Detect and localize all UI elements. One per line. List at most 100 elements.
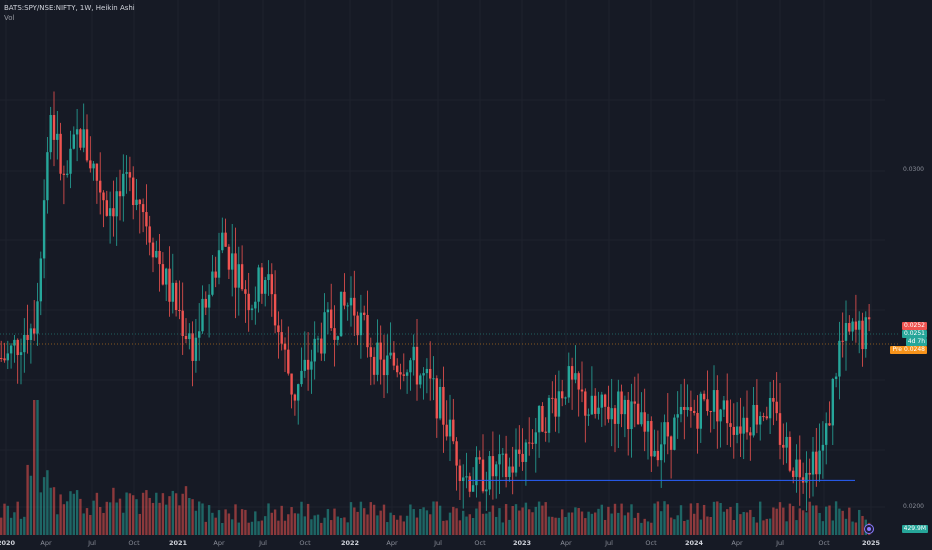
volume-bar [290, 507, 293, 535]
volume-bar [537, 501, 541, 535]
time-axis-label: Jul [434, 539, 442, 547]
volume-bar [135, 499, 138, 535]
volume-bar [567, 512, 570, 535]
candle-body [359, 312, 363, 336]
volume-bar [580, 511, 584, 535]
candle-body [247, 293, 250, 311]
price-scale-label: 0.0200 [903, 503, 924, 510]
candle-body [646, 421, 650, 432]
volume-bar [636, 512, 640, 535]
candle-body [471, 485, 475, 492]
volume-bar [369, 502, 372, 535]
volume-bar [666, 504, 669, 535]
candle-body [851, 321, 854, 332]
candle-body [293, 394, 297, 401]
candle-body [155, 250, 158, 258]
volume-bar [650, 522, 653, 535]
candle-body [617, 391, 620, 424]
volume-bar [570, 512, 574, 535]
volume-bar [26, 464, 29, 535]
candle-body [458, 465, 462, 482]
candle-body [716, 390, 719, 422]
symbol-title[interactable]: BATS:SPY/NSE:NIFTY, 1W, Heikin Ashi [4, 4, 135, 12]
candlesticks [0, 91, 871, 511]
time-axis-label: Apr [213, 539, 225, 547]
time-axis-label: Apr [386, 539, 398, 547]
volume-bar [171, 490, 174, 535]
volume-bar [547, 516, 551, 535]
candle-body [224, 232, 227, 247]
candle-body [132, 177, 135, 206]
volume-bar [452, 506, 455, 535]
time-axis-label: Jul [776, 539, 784, 547]
candle-body [501, 453, 504, 455]
volume-bar [475, 508, 478, 535]
volume-bar [663, 501, 666, 535]
candle-body [653, 450, 656, 457]
go-to-realtime-icon[interactable] [864, 524, 874, 534]
volume-bar [353, 507, 356, 535]
candle-body [597, 407, 600, 414]
volume-bar [112, 487, 115, 535]
chart-legend: BATS:SPY/NSE:NIFTY, 1W, Heikin Ashi Vol [4, 3, 135, 23]
candle-body [630, 401, 633, 430]
candle-body [52, 115, 56, 140]
candle-body [118, 191, 122, 197]
volume-bar [785, 521, 788, 535]
candle-body [221, 232, 224, 251]
volume-indicator-label[interactable]: Vol [4, 14, 15, 22]
candle-body [6, 353, 9, 361]
candle-body [508, 466, 511, 477]
volume-bar [125, 492, 128, 535]
volume-bar [716, 501, 719, 535]
time-axis-label: Oct [128, 539, 140, 547]
candle-body [828, 423, 831, 426]
candle-body [23, 334, 26, 353]
time-axis-label: Oct [645, 539, 657, 547]
volume-bar [686, 519, 689, 535]
volume-bar [795, 520, 798, 535]
time-axis-label: 2024 [684, 539, 704, 547]
time-axis-label: Oct [474, 539, 486, 547]
candle-body [778, 413, 782, 445]
volume-bar [656, 501, 660, 535]
candle-body [567, 366, 570, 398]
candle-body [643, 412, 646, 432]
volume-bar [531, 512, 534, 535]
volume-bar [211, 512, 214, 535]
volume-bar [633, 517, 636, 535]
volume-bar [250, 521, 254, 535]
volume-bar [316, 514, 320, 535]
volume-bar [478, 501, 481, 535]
volume-bar [660, 511, 663, 535]
time-axis-label: Apr [560, 539, 572, 547]
candle-body [462, 477, 465, 482]
volume-bar [722, 511, 726, 535]
candle-body [693, 410, 696, 413]
volume-bar [861, 515, 864, 535]
candle-body [660, 444, 663, 461]
volume-bar [56, 514, 59, 535]
volume-bar [646, 521, 650, 535]
volume-bar [577, 508, 580, 535]
candle-body [594, 395, 597, 414]
candle-body [511, 466, 514, 473]
volume-bar [782, 507, 785, 535]
volume-bar [234, 504, 237, 535]
volume-bar [768, 518, 772, 535]
volume-bar [217, 510, 221, 535]
volume-bar [528, 509, 531, 535]
candle-body [151, 242, 155, 258]
volume-bar [191, 499, 194, 535]
volume-bar [310, 519, 313, 535]
candle-body [541, 405, 544, 432]
volume-bar [366, 514, 369, 535]
volume-bar [788, 503, 792, 535]
candle-body [666, 422, 669, 437]
candle-body [419, 375, 422, 385]
candle-body [42, 200, 46, 259]
volume-bar [280, 505, 283, 535]
candle-body [108, 208, 112, 216]
candle-body [13, 339, 16, 346]
